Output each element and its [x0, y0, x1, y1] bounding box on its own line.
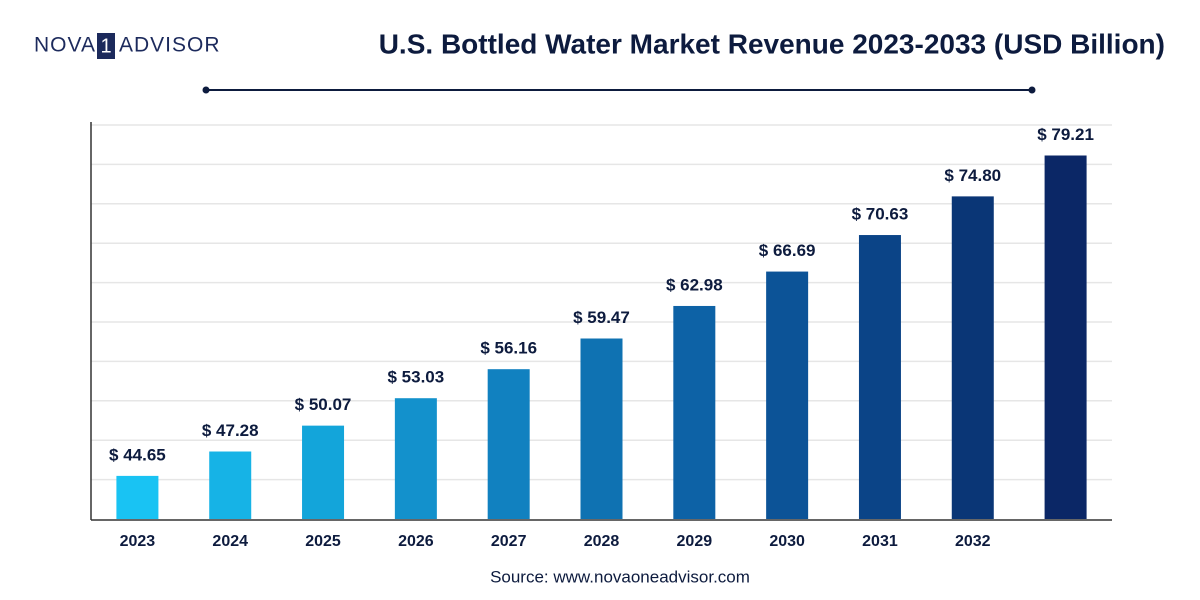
rule-dot [1028, 86, 1036, 94]
logo-left: NOVA [34, 34, 96, 57]
bar [487, 369, 530, 519]
rule-dot [202, 86, 210, 94]
value-label: $ 62.98 [666, 275, 723, 294]
grid [91, 124, 1112, 481]
value-label: $ 53.03 [387, 368, 444, 387]
x-tick-label: 2026 [398, 533, 434, 550]
bar [951, 196, 994, 519]
value-label: $ 66.69 [759, 241, 816, 260]
value-label: $ 56.16 [480, 339, 537, 358]
value-label: $ 74.80 [944, 166, 1001, 185]
bar [116, 475, 159, 519]
x-tick-label: 2030 [769, 533, 805, 550]
x-tick-label: 2031 [862, 533, 898, 550]
x-tick-label: 2025 [305, 533, 341, 550]
bar [209, 451, 252, 519]
value-label: $ 47.28 [202, 421, 259, 440]
logo-right: ADVISOR [119, 34, 221, 57]
value-label: $ 59.47 [573, 308, 630, 327]
bar [766, 271, 809, 519]
value-label: $ 50.07 [295, 395, 352, 414]
x-tick-label: 2027 [491, 533, 527, 550]
value-label: $ 79.21 [1037, 125, 1094, 144]
x-tick-label: 2028 [584, 533, 620, 550]
bar [302, 425, 345, 519]
bar [1044, 155, 1087, 519]
x-tick-label: 2023 [120, 533, 156, 550]
x-tick-label: 2024 [212, 533, 248, 550]
chart-title: U.S. Bottled Water Market Revenue 2023-2… [379, 28, 1165, 59]
value-label: $ 70.63 [852, 205, 909, 224]
bar [394, 398, 437, 519]
logo-mark-box [97, 33, 115, 59]
bar [673, 305, 716, 519]
x-tick-label: 2029 [677, 533, 713, 550]
logo-mark: 1 [100, 35, 111, 57]
logo-box [31, 30, 223, 60]
bar [858, 235, 901, 520]
source: Source: www.novaoneadvisor.com [490, 567, 750, 586]
value-label: $ 44.65 [109, 445, 166, 464]
bar [580, 338, 623, 519]
x-tick-label: 2032 [955, 533, 991, 550]
